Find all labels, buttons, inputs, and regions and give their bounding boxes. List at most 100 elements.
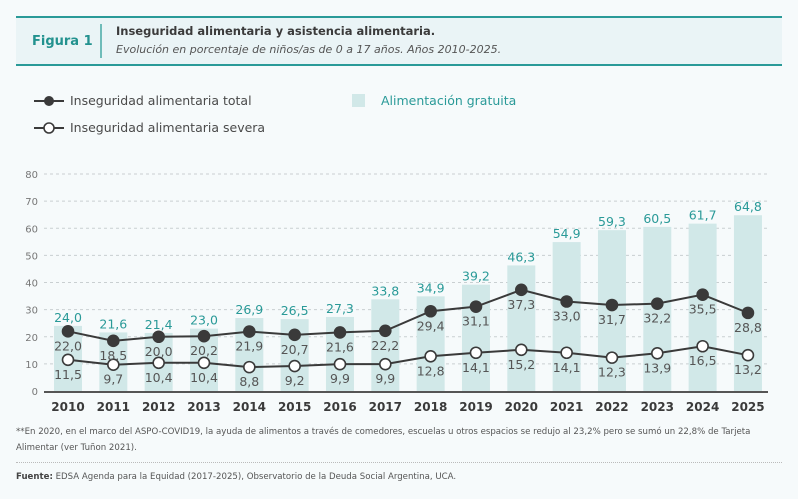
- total-value-label: 32,2: [643, 311, 671, 326]
- x-tick-label: 2022: [595, 400, 628, 414]
- legend-item-gratuita: Alimentación gratuita: [352, 93, 516, 108]
- severa-point: [333, 357, 347, 371]
- figure-title: Inseguridad alimentaria y asistencia ali…: [116, 24, 436, 38]
- total-value-label: 22,2: [371, 338, 399, 353]
- bar-value-label: 64,8: [734, 199, 762, 214]
- footer-divider: [16, 462, 782, 463]
- y-tick-label: 70: [25, 197, 38, 208]
- total-value-label: 21,9: [235, 339, 263, 354]
- bar-value-label: 33,8: [371, 283, 399, 298]
- total-point: [288, 328, 301, 342]
- bar-value-label: 60,5: [643, 211, 671, 226]
- severa-point: [61, 353, 75, 367]
- footnote: **En 2020, en el marco del ASPO-COVID19,…: [16, 427, 751, 453]
- severa-point: [379, 357, 392, 371]
- open-circle-marker-icon: [34, 121, 64, 134]
- severa-point: [741, 348, 755, 362]
- severa-point: [650, 346, 664, 360]
- total-value-label: 21,6: [326, 339, 354, 354]
- source-label: Fuente:: [16, 472, 53, 482]
- bar: [688, 223, 717, 391]
- source-text: EDSA Agenda para la Equidad (2017-2025),…: [52, 472, 457, 482]
- legend-label-total: Inseguridad alimentaria total: [70, 93, 252, 108]
- total-value-label: 20,0: [145, 344, 173, 359]
- total-point: [424, 304, 437, 318]
- bar-value-label: 21,6: [99, 316, 127, 331]
- figure-subtitle: Evolución en porcentaje de niños/as de 0…: [116, 43, 502, 56]
- total-point: [560, 295, 573, 308]
- bar-value-label: 61,7: [689, 208, 717, 223]
- total-point: [61, 325, 75, 338]
- severa-point: [424, 349, 437, 363]
- x-tick-label: 2019: [459, 400, 492, 414]
- x-tick-label: 2017: [369, 400, 402, 414]
- x-tick-label: 2018: [414, 400, 447, 414]
- y-tick-label: 20: [25, 333, 38, 344]
- x-tick-label: 2016: [323, 400, 356, 414]
- total-point: [152, 330, 165, 344]
- x-tick-label: 2012: [142, 400, 175, 414]
- x-tick-label: 2011: [97, 400, 130, 414]
- bar-value-label: 21,4: [145, 317, 173, 332]
- chart-plot: 24,0 21,6 21,4 23,0 26,9 26,5 27,3 33,8 34,9 39,2…: [25, 170, 768, 414]
- x-tick-label: 2010: [51, 400, 84, 414]
- figure-label: Figura 1: [32, 34, 93, 49]
- x-tick-label: 2020: [505, 400, 538, 414]
- total-value-label: 28,8: [734, 320, 762, 335]
- bar-swatch-icon: [352, 94, 365, 107]
- severa-point: [469, 346, 483, 360]
- bar: [371, 299, 400, 391]
- total-value-label: 37,3: [507, 297, 535, 312]
- severa-value-label: 13,9: [643, 360, 671, 375]
- y-tick-label: 10: [25, 360, 38, 371]
- severa-value-label: 8,8: [239, 374, 259, 389]
- severa-point: [560, 346, 573, 360]
- severa-value-label: 14,1: [553, 360, 581, 375]
- severa-value-label: 14,1: [462, 360, 490, 375]
- severa-point: [696, 339, 709, 353]
- bar-value-label: 26,9: [235, 302, 263, 317]
- total-point: [741, 306, 755, 320]
- figure-header: Figura 1 Inseguridad alimentaria y asist…: [16, 16, 782, 66]
- x-tick-label: 2013: [187, 400, 220, 414]
- severa-point: [605, 351, 619, 364]
- severa-value-label: 10,4: [190, 370, 218, 385]
- total-value-label: 20,7: [281, 342, 309, 357]
- x-tick-label: 2014: [233, 400, 266, 414]
- total-point: [469, 300, 483, 313]
- legend-item-severa: Inseguridad alimentaria severa: [34, 120, 265, 135]
- total-point: [514, 283, 528, 297]
- total-value-label: 20,2: [190, 343, 218, 358]
- bar-value-label: 46,3: [507, 249, 535, 264]
- total-point: [605, 298, 619, 312]
- filled-circle-marker-icon: [34, 95, 64, 106]
- total-point: [333, 326, 347, 339]
- total-point: [696, 288, 709, 302]
- bar-value-label: 59,3: [598, 214, 626, 229]
- total-value-label: 22,0: [54, 338, 82, 353]
- total-value-label: 31,7: [598, 312, 626, 327]
- legend-label-gratuita: Alimentación gratuita: [381, 93, 517, 108]
- y-tick-label: 80: [25, 170, 38, 181]
- total-value-label: 33,0: [553, 308, 581, 323]
- severa-value-label: 16,5: [689, 353, 717, 368]
- x-tick-label: 2025: [731, 400, 764, 414]
- severa-value-label: 12,3: [598, 365, 626, 380]
- total-value-label: 29,4: [417, 318, 445, 333]
- severa-line: [67, 345, 749, 369]
- total-point: [379, 324, 392, 338]
- severa-point: [243, 360, 256, 374]
- bar-value-label: 26,5: [281, 303, 309, 318]
- total-value-label: 18,5: [99, 348, 127, 363]
- x-tick-label: 2015: [278, 400, 311, 414]
- severa-point: [514, 343, 528, 357]
- x-tick-label: 2023: [641, 400, 674, 414]
- y-tick-label: 0: [32, 387, 38, 398]
- bar-value-label: 24,0: [54, 310, 82, 325]
- y-tick-label: 30: [25, 306, 38, 317]
- bar-value-label: 39,2: [462, 269, 490, 284]
- severa-point: [107, 358, 120, 371]
- total-point: [107, 334, 120, 348]
- header-divider: [100, 24, 102, 58]
- severa-value-label: 9,7: [103, 372, 123, 387]
